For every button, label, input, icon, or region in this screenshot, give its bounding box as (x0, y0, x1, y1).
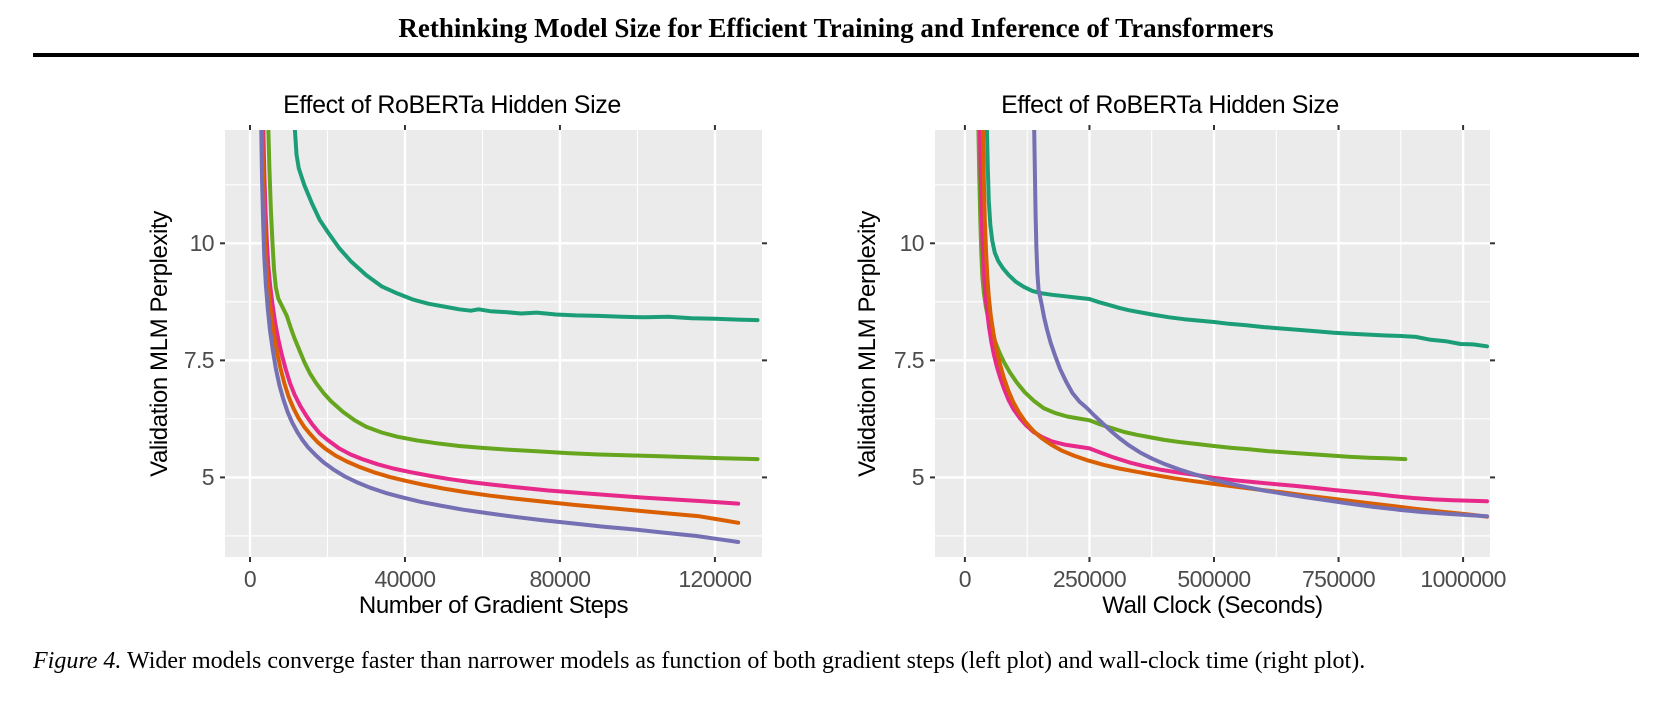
y-tick-label: 5 (201, 464, 215, 491)
y-tick-label: 7.5 (893, 347, 925, 374)
caption-label: Figure 4. (33, 648, 122, 674)
curve-1024H (980, 130, 1489, 519)
y-tick-label: 10 (899, 230, 925, 257)
x-tick-label: 750000 (1301, 566, 1376, 592)
x-tick-label: 500000 (1177, 566, 1251, 592)
panel-background (935, 130, 1490, 557)
x-tick-label: 0 (243, 566, 257, 592)
curve-768H (261, 130, 741, 506)
x-tick-label: 40000 (374, 566, 436, 592)
x-tick-label: 120000 (678, 566, 752, 592)
curve-768H (977, 130, 1489, 504)
header-rule (33, 53, 1639, 57)
x-axis-title: Wall Clock (Seconds) (1102, 592, 1323, 619)
curve-1024H (260, 130, 741, 525)
curve-256H (984, 130, 1489, 349)
x-tick-label: 1000000 (1420, 566, 1506, 592)
curve-1536H (259, 130, 741, 544)
x-tick-label: 0 (958, 566, 972, 592)
x-tick-label: 250000 (1052, 566, 1127, 592)
plot-title: Effect of RoBERTa Hidden Size (283, 91, 621, 119)
y-tick-label: 7.5 (183, 347, 215, 374)
plot-panel (220, 125, 767, 562)
x-tick-label: 80000 (529, 566, 591, 592)
x-axis-title: Number of Gradient Steps (358, 592, 629, 619)
y-tick-label: 5 (911, 464, 925, 491)
plot-panel (930, 125, 1495, 562)
curve-256H (292, 130, 760, 323)
curve-512H (266, 130, 760, 462)
caption-text: Wider models converge faster than narrow… (121, 648, 1366, 674)
figure-caption: Figure 4. Wider models converge faster t… (33, 648, 1647, 675)
paper-title: Rethinking Model Size for Efficient Trai… (398, 13, 1274, 43)
curve-1536H (1032, 130, 1489, 519)
y-tick-label: 10 (189, 230, 215, 257)
plot-title: Effect of RoBERTa Hidden Size (1001, 91, 1339, 119)
